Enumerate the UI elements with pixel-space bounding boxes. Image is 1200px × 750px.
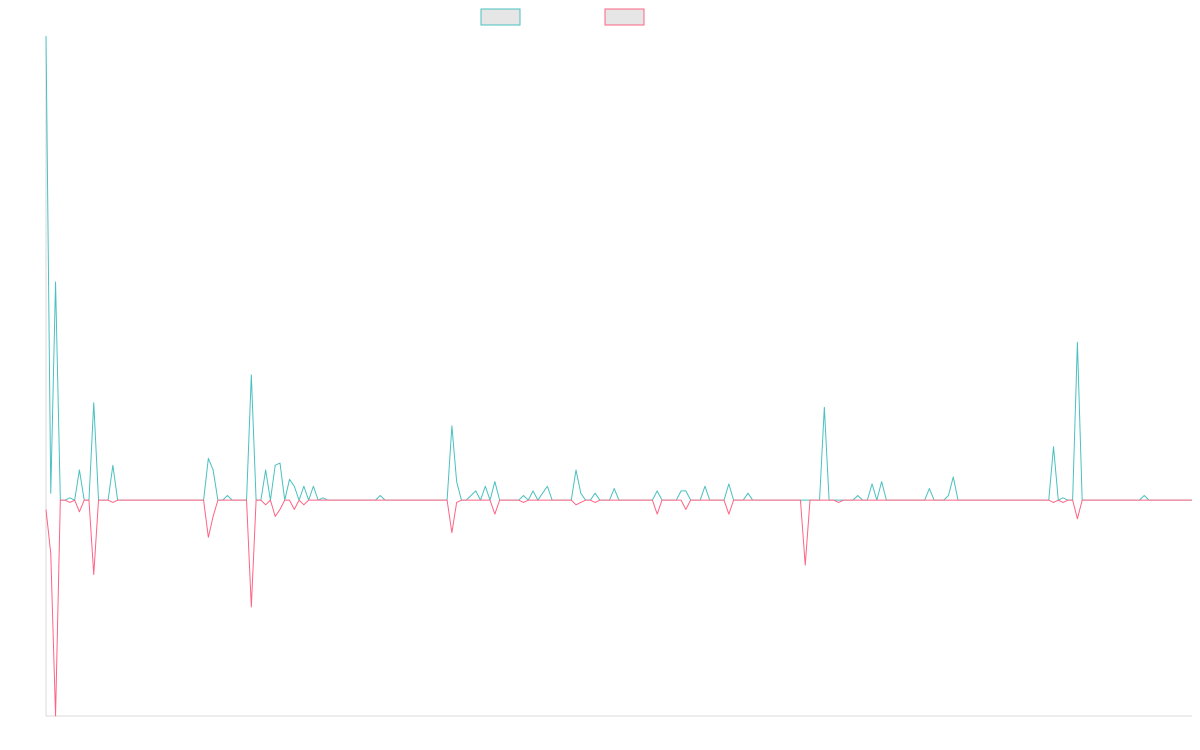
legend-swatch-2[interactable] xyxy=(604,8,645,26)
legend-swatch-1[interactable] xyxy=(480,8,521,26)
series-line-2 xyxy=(45,499,1192,717)
legend xyxy=(480,8,645,26)
series-line-1 xyxy=(45,35,1192,501)
series-group xyxy=(45,35,1192,717)
plot-area xyxy=(45,35,1192,717)
